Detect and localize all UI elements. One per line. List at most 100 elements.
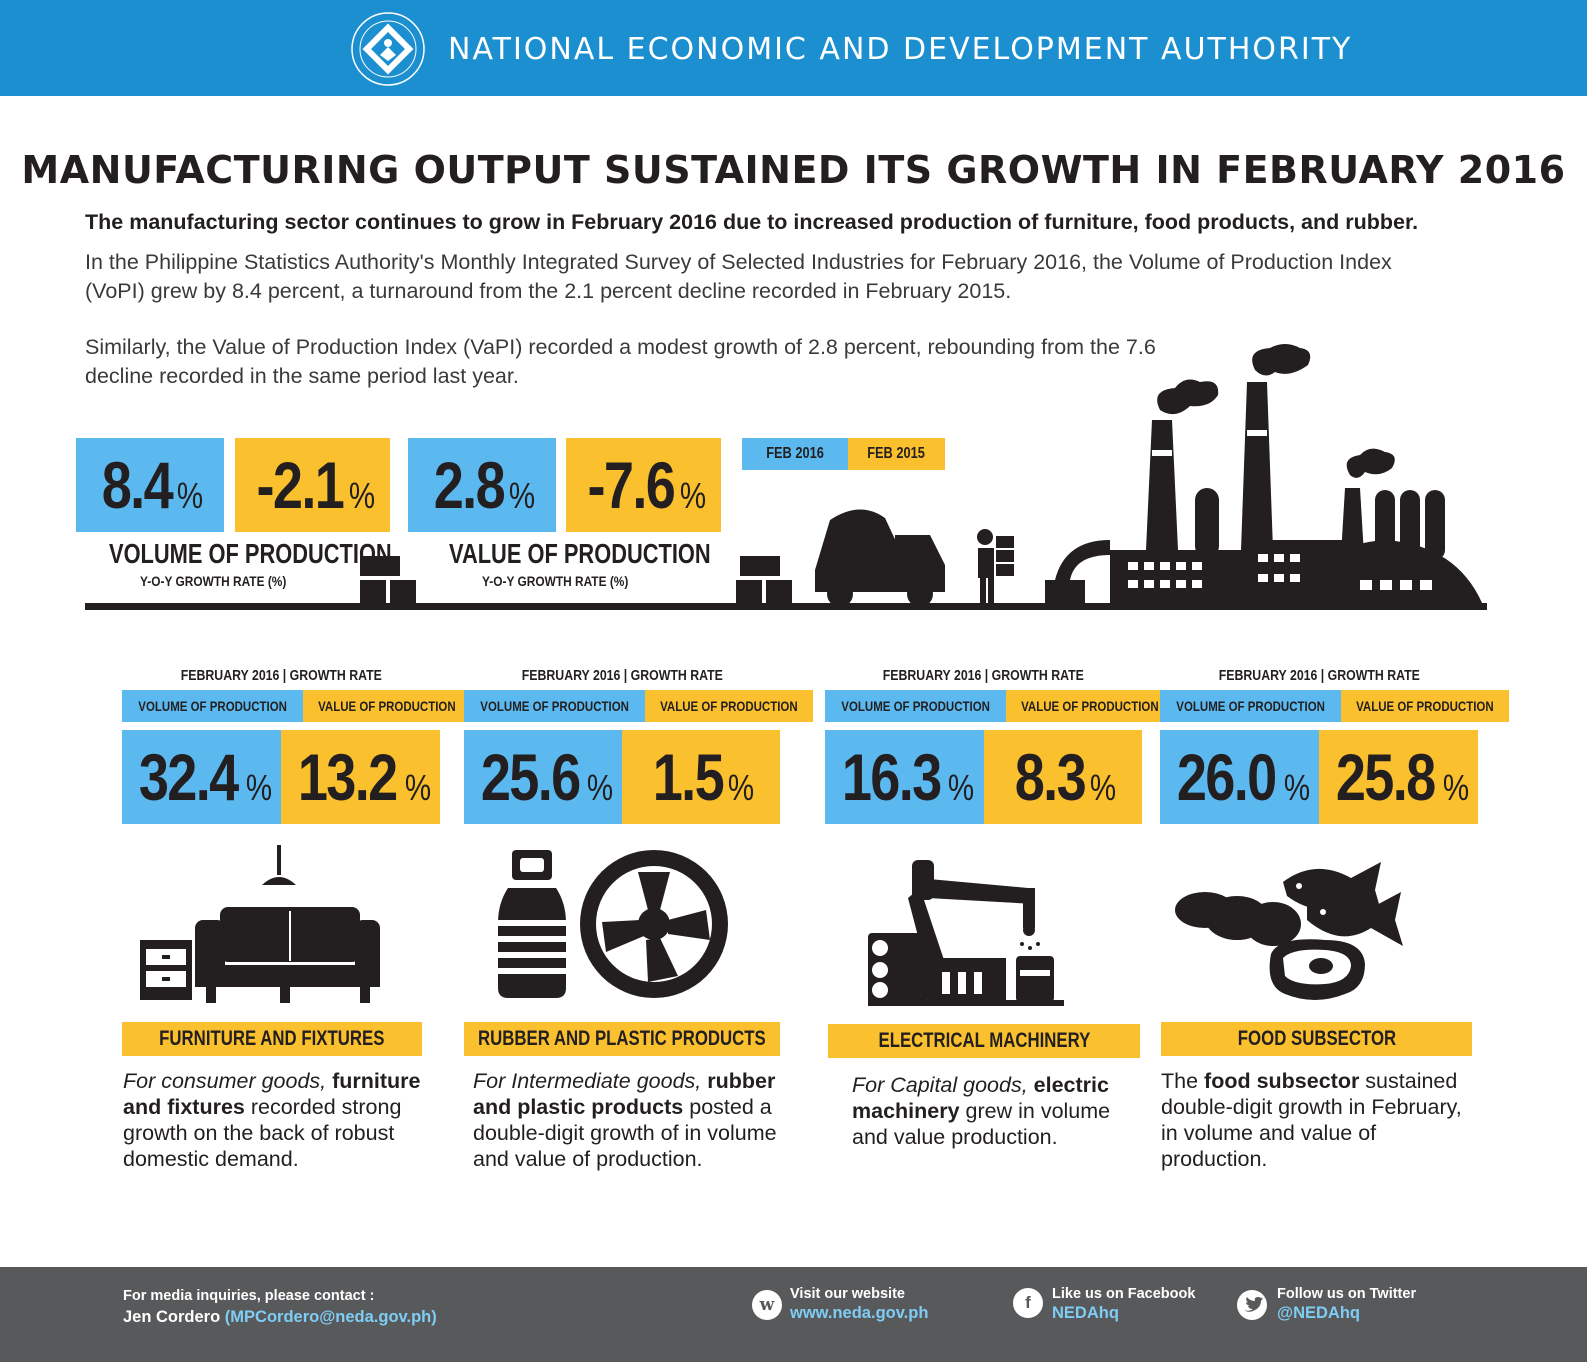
neda-seal-icon xyxy=(351,12,425,86)
value-feb2016-stat: 2.8% xyxy=(408,438,556,532)
percent-sign: % xyxy=(1283,767,1310,808)
volume-feb2016-value: 8.4 xyxy=(101,448,174,522)
percent-sign: % xyxy=(508,475,535,516)
value-value: 1.5 xyxy=(652,740,725,814)
twitter-label: Follow us on Twitter xyxy=(1277,1286,1417,1302)
facebook-label: Like us on Facebook xyxy=(1052,1286,1196,1302)
desc-run: sustained double-digit growth in Februar… xyxy=(1161,1069,1462,1171)
facebook-icon: f xyxy=(1013,1288,1043,1318)
panel-food: FEBRUARY 2016 | GROWTH RATE VOLUME OF PR… xyxy=(1160,668,1509,824)
value-sublabel: Y-O-Y GROWTH RATE (%) xyxy=(482,573,629,589)
twitter-link[interactable]: @NEDAhq xyxy=(1277,1304,1360,1322)
cement-truck-icon xyxy=(815,509,945,607)
ground-line xyxy=(85,603,1487,610)
subheadline: The manufacturing sector continues to gr… xyxy=(85,210,1419,234)
facebook-link[interactable]: NEDAhq xyxy=(1052,1304,1119,1322)
twitter-icon xyxy=(1237,1290,1267,1320)
percent-sign: % xyxy=(727,767,754,808)
value-feb2015-stat: -7.6% xyxy=(566,438,721,532)
panel-title: FEBRUARY 2016 | GROWTH RATE xyxy=(882,668,1085,684)
panel-values: 16.3% 8.3% xyxy=(825,730,1142,824)
desc-run: The xyxy=(1161,1069,1205,1093)
value-stat: 8.3% xyxy=(983,730,1142,824)
value-label: VALUE OF PRODUCTION xyxy=(449,538,711,569)
volume-header: VOLUME OF PRODUCTION xyxy=(825,690,1007,722)
furniture-icon xyxy=(140,845,380,1003)
panel-label-electrical: ELECTRICAL MACHINERY xyxy=(828,1024,1140,1058)
value-header: VALUE OF PRODUCTION xyxy=(1006,690,1174,722)
rubber-plastic-icon xyxy=(498,850,728,998)
desc-run: posted a double-digit growth of in volum… xyxy=(473,1095,777,1171)
desc-run: recorded strong growth on the back of ro… xyxy=(123,1095,402,1171)
volume-sublabel: Y-O-Y GROWTH RATE (%) xyxy=(140,573,287,589)
contact-name: Jen Cordero xyxy=(123,1308,221,1326)
panel-desc-electrical: For Capital goods, electric machinery gr… xyxy=(852,1072,1132,1150)
panel-title: FEBRUARY 2016 | GROWTH RATE xyxy=(1218,668,1420,684)
contact-heading: For media inquiries, please contact : xyxy=(123,1288,375,1304)
desc-run: electric machinery xyxy=(852,1073,1109,1123)
value-stat: 25.8% xyxy=(1319,730,1478,824)
panel-electrical: FEBRUARY 2016 | GROWTH RATE VOLUME OF PR… xyxy=(825,668,1174,824)
panel-title: FEBRUARY 2016 | GROWTH RATE xyxy=(180,668,382,684)
value-header: VALUE OF PRODUCTION xyxy=(303,690,471,722)
panel-furniture: FEBRUARY 2016 | GROWTH RATE VOLUME OF PR… xyxy=(122,668,471,824)
volume-stat: 32.4% xyxy=(122,730,281,824)
desc-run: food subsector xyxy=(1204,1069,1360,1093)
volume-header: VOLUME OF PRODUCTION xyxy=(1160,690,1342,722)
website-link[interactable]: www.neda.gov.ph xyxy=(790,1304,929,1322)
panel-title: FEBRUARY 2016 | GROWTH RATE xyxy=(521,668,723,684)
contact-line: Jen Cordero (MPCordero@neda.gov.ph) xyxy=(123,1308,437,1327)
volume-value: 26.0 xyxy=(1177,740,1277,814)
volume-value: 25.6 xyxy=(480,740,581,814)
value-header: VALUE OF PRODUCTION xyxy=(1341,690,1509,722)
value-value: 13.2 xyxy=(298,740,398,814)
desc-run: For consumer goods, xyxy=(123,1069,333,1093)
desc-run: rubber and plastic products xyxy=(473,1069,776,1119)
volume-stat: 25.6% xyxy=(464,730,622,824)
percent-sign: % xyxy=(1442,767,1469,808)
volume-feb2015-value: -2.1 xyxy=(256,448,344,522)
website-label: Visit our website xyxy=(790,1286,905,1302)
panel-headers: VOLUME OF PRODUCTION VALUE OF PRODUCTION xyxy=(122,690,471,722)
volume-value: 32.4 xyxy=(139,740,239,814)
panel-rubber: FEBRUARY 2016 | GROWTH RATE VOLUME OF PR… xyxy=(464,668,813,824)
robot-arm-icon xyxy=(868,860,1064,1006)
crates-icon xyxy=(360,556,792,604)
percent-sign: % xyxy=(349,475,376,516)
panel-label-food: FOOD SUBSECTOR xyxy=(1161,1022,1472,1056)
panel-desc-rubber: For Intermediate goods, rubber and plast… xyxy=(473,1068,783,1172)
percent-sign: % xyxy=(948,767,975,808)
website-icon: w xyxy=(752,1290,782,1320)
percent-sign: % xyxy=(176,475,203,516)
panel-values: 26.0% 25.8% xyxy=(1160,730,1478,824)
panel-label-furniture: FURNITURE AND FIXTURES xyxy=(122,1022,422,1056)
panel-desc-food: The food subsector sustained double-digi… xyxy=(1161,1068,1481,1172)
desc-run: For Intermediate goods, xyxy=(473,1069,708,1093)
legend-feb2015: FEB 2015 xyxy=(848,438,945,470)
desc-run: For Capital goods, xyxy=(852,1073,1034,1097)
header-bar xyxy=(0,0,1587,96)
panel-headers: VOLUME OF PRODUCTION VALUE OF PRODUCTION xyxy=(825,690,1174,722)
org-name: NATIONAL ECONOMIC AND DEVELOPMENT AUTHOR… xyxy=(448,32,1353,67)
percent-sign: % xyxy=(404,767,431,808)
volume-stat: 16.3% xyxy=(825,730,984,824)
panel-desc-furniture: For consumer goods, furniture and fixtur… xyxy=(123,1068,423,1172)
panel-values: 32.4% 13.2% xyxy=(122,730,440,824)
contact-email-link[interactable]: (MPCordero@neda.gov.ph) xyxy=(224,1308,437,1326)
percent-sign: % xyxy=(680,475,707,516)
desc-run: furniture and fixtures xyxy=(123,1069,421,1119)
value-feb2015-value: -7.6 xyxy=(587,448,675,522)
factory-scene-illustration xyxy=(360,344,1485,610)
panel-values: 25.6% 1.5% xyxy=(464,730,780,824)
intro-paragraph: In the Philippine Statistics Authority's… xyxy=(85,250,1392,303)
volume-header: VOLUME OF PRODUCTION xyxy=(464,690,646,722)
value-feb2016-value: 2.8 xyxy=(433,448,506,522)
volume-feb2015-stat: -2.1% xyxy=(235,438,390,532)
panel-headers: VOLUME OF PRODUCTION VALUE OF PRODUCTION xyxy=(464,690,813,722)
factory-icon xyxy=(1045,344,1485,610)
vapi-paragraph: Similarly, the Value of Production Index… xyxy=(85,335,1156,388)
panel-label-rubber: RUBBER AND PLASTIC PRODUCTS xyxy=(464,1022,780,1056)
volume-label: VOLUME OF PRODUCTION xyxy=(109,538,392,569)
page-title: MANUFACTURING OUTPUT SUSTAINED ITS GROWT… xyxy=(21,148,1566,192)
value-header: VALUE OF PRODUCTION xyxy=(645,690,813,722)
